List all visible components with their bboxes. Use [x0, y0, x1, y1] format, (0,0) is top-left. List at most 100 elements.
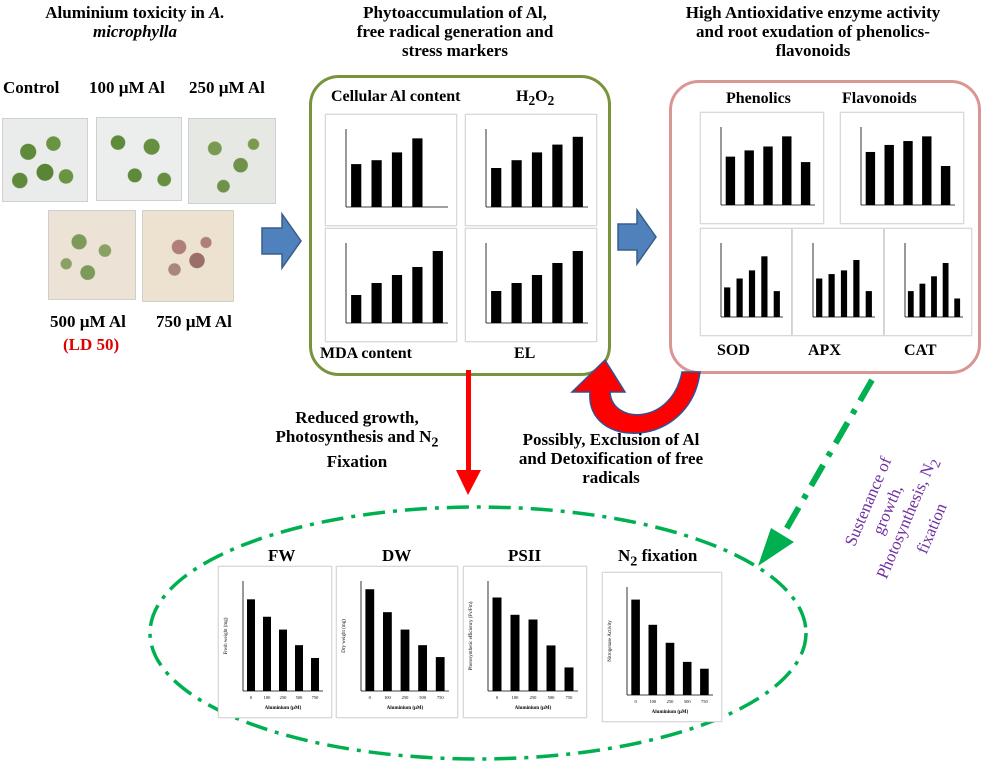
chart-sod	[720, 243, 783, 318]
bar-phenolics-2	[763, 146, 773, 205]
tick-label: 0	[496, 695, 499, 700]
bar-sod-3	[761, 256, 768, 317]
label-h2o2: H2O2	[516, 88, 555, 109]
label-cat: CAT	[904, 342, 937, 359]
photo-250	[188, 118, 276, 204]
green-dash-arrow	[777, 378, 875, 542]
bar-el-0	[491, 291, 502, 323]
bar-phenolics-0	[725, 156, 736, 205]
tick-label: 750	[566, 695, 574, 700]
tick-label: 500	[419, 695, 427, 700]
bar-mda-0	[351, 295, 362, 323]
chart-cellular-al	[345, 129, 448, 208]
bar-cat-1	[919, 283, 926, 317]
bar-mda-4	[432, 251, 443, 323]
bar-sod-1	[736, 278, 743, 317]
label-el: EL	[514, 345, 536, 362]
panel-mda	[325, 228, 457, 342]
bar-h2o2-3	[552, 144, 563, 207]
photo-500	[48, 210, 136, 300]
tick-label: 100	[512, 695, 520, 700]
antiox-header: High Antioxidative enzyme activity and r…	[685, 3, 941, 60]
chart-n2: 0 100 250 500 750 Aluminium (µM) Nitrogenase A…	[608, 587, 713, 715]
bar-mda-1	[371, 283, 382, 323]
x-axis-label: Aluminium (µM)	[515, 706, 552, 711]
bar-h2o2-4	[572, 136, 583, 207]
bar-phenolics-4	[800, 162, 811, 205]
red-down-shaft	[466, 370, 471, 480]
tick-label: 100	[264, 695, 272, 700]
bar-flavonoids-0	[865, 151, 876, 205]
x-axis-label: Aluminium (µM)	[265, 706, 302, 711]
bar-dw-4	[435, 657, 445, 691]
label-sod: SOD	[717, 342, 750, 359]
bar-phenolics-3	[782, 136, 792, 205]
panel-h2o2	[465, 114, 597, 226]
chart-psii: 0 100 250 500 750 Aluminium (µM) Photosyntheti…	[469, 581, 578, 711]
label-ld50: (LD 50)	[63, 335, 120, 354]
bar-mda-2	[391, 275, 403, 323]
bar-sod-2	[748, 270, 756, 317]
y-axis-label: Photosynthetic efficiency (Fv/Fm)	[469, 601, 474, 670]
bar-cellular_al-0	[351, 164, 362, 207]
bar-h2o2-1	[511, 160, 522, 207]
y-axis-label: Nitrogenase Activity	[608, 620, 613, 662]
bar-fw-4	[311, 658, 319, 691]
bar-flavonoids-1	[884, 144, 894, 205]
bar-n2-0	[631, 599, 640, 695]
bar-psii-0	[492, 597, 502, 691]
label-500: 500 µM Al	[50, 312, 126, 331]
bar-apx-2	[840, 270, 848, 317]
outcome-ellipse	[148, 505, 808, 761]
chart-cat	[904, 243, 963, 318]
tick-label: 250	[667, 699, 675, 704]
bar-el-1	[511, 283, 522, 323]
photo-750	[142, 210, 234, 302]
bar-cellular_al-3	[412, 138, 423, 207]
bar-fw-3	[295, 645, 303, 691]
panel-n2: 0 100 250 500 750 Aluminium (µM) Nitrogenase A…	[602, 572, 722, 722]
chart-flavonoids	[860, 127, 955, 206]
label-psii: PSII	[508, 546, 542, 565]
bar-fw-1	[263, 616, 271, 691]
toxicity-header: Aluminium toxicity in A. microphylla	[45, 3, 225, 41]
bar-cat-2	[931, 276, 937, 317]
panel-sod	[700, 228, 792, 336]
label-apx: APX	[808, 342, 841, 359]
label-phenolics: Phenolics	[726, 90, 791, 107]
panel-fw: 0 100 250 500 750 Aluminium (µM) Fresh weight …	[218, 566, 332, 718]
bar-cat-0	[907, 291, 914, 317]
green-arrow-head	[758, 528, 794, 566]
tick-label: 500	[548, 695, 556, 700]
panel-cellular-al	[325, 114, 457, 226]
tick-label: 500	[296, 695, 304, 700]
chart-phenolics	[720, 127, 815, 206]
bar-phenolics-1	[744, 150, 754, 205]
bar-n2-4	[700, 668, 709, 695]
tick-label: 0	[369, 695, 372, 700]
label-mda: MDA content	[320, 345, 412, 362]
x-axis-label: Aluminium (µM)	[652, 710, 689, 715]
bar-psii-2	[528, 619, 538, 691]
chart-mda	[345, 243, 448, 324]
bar-sod-4	[773, 291, 780, 317]
chart-fw: 0 100 250 500 750 Aluminium (µM) Fresh weight …	[224, 581, 323, 711]
bar-cat-3	[942, 262, 949, 317]
tick-label: 100	[649, 699, 657, 704]
label-100: 100 µM Al	[89, 78, 165, 97]
blue-arrow-2	[617, 207, 657, 267]
panel-el	[465, 228, 597, 342]
bar-h2o2-0	[491, 168, 502, 207]
bar-fw-0	[247, 599, 255, 691]
bar-flavonoids-4	[940, 166, 951, 205]
tick-label: 0	[634, 699, 637, 704]
bar-n2-1	[648, 624, 658, 695]
bar-cat-4	[954, 298, 961, 317]
reduced-growth-text: Reduced growth, Photosynthesis and N2 Fi…	[275, 408, 439, 472]
label-control: Control	[3, 78, 60, 97]
label-fw: FW	[268, 546, 296, 565]
panel-phenolics	[700, 112, 824, 224]
bar-flavonoids-3	[922, 136, 932, 205]
label-250: 250 µM Al	[189, 78, 265, 97]
